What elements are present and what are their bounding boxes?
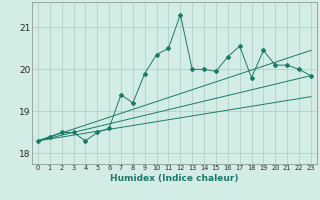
X-axis label: Humidex (Indice chaleur): Humidex (Indice chaleur) [110,174,239,183]
